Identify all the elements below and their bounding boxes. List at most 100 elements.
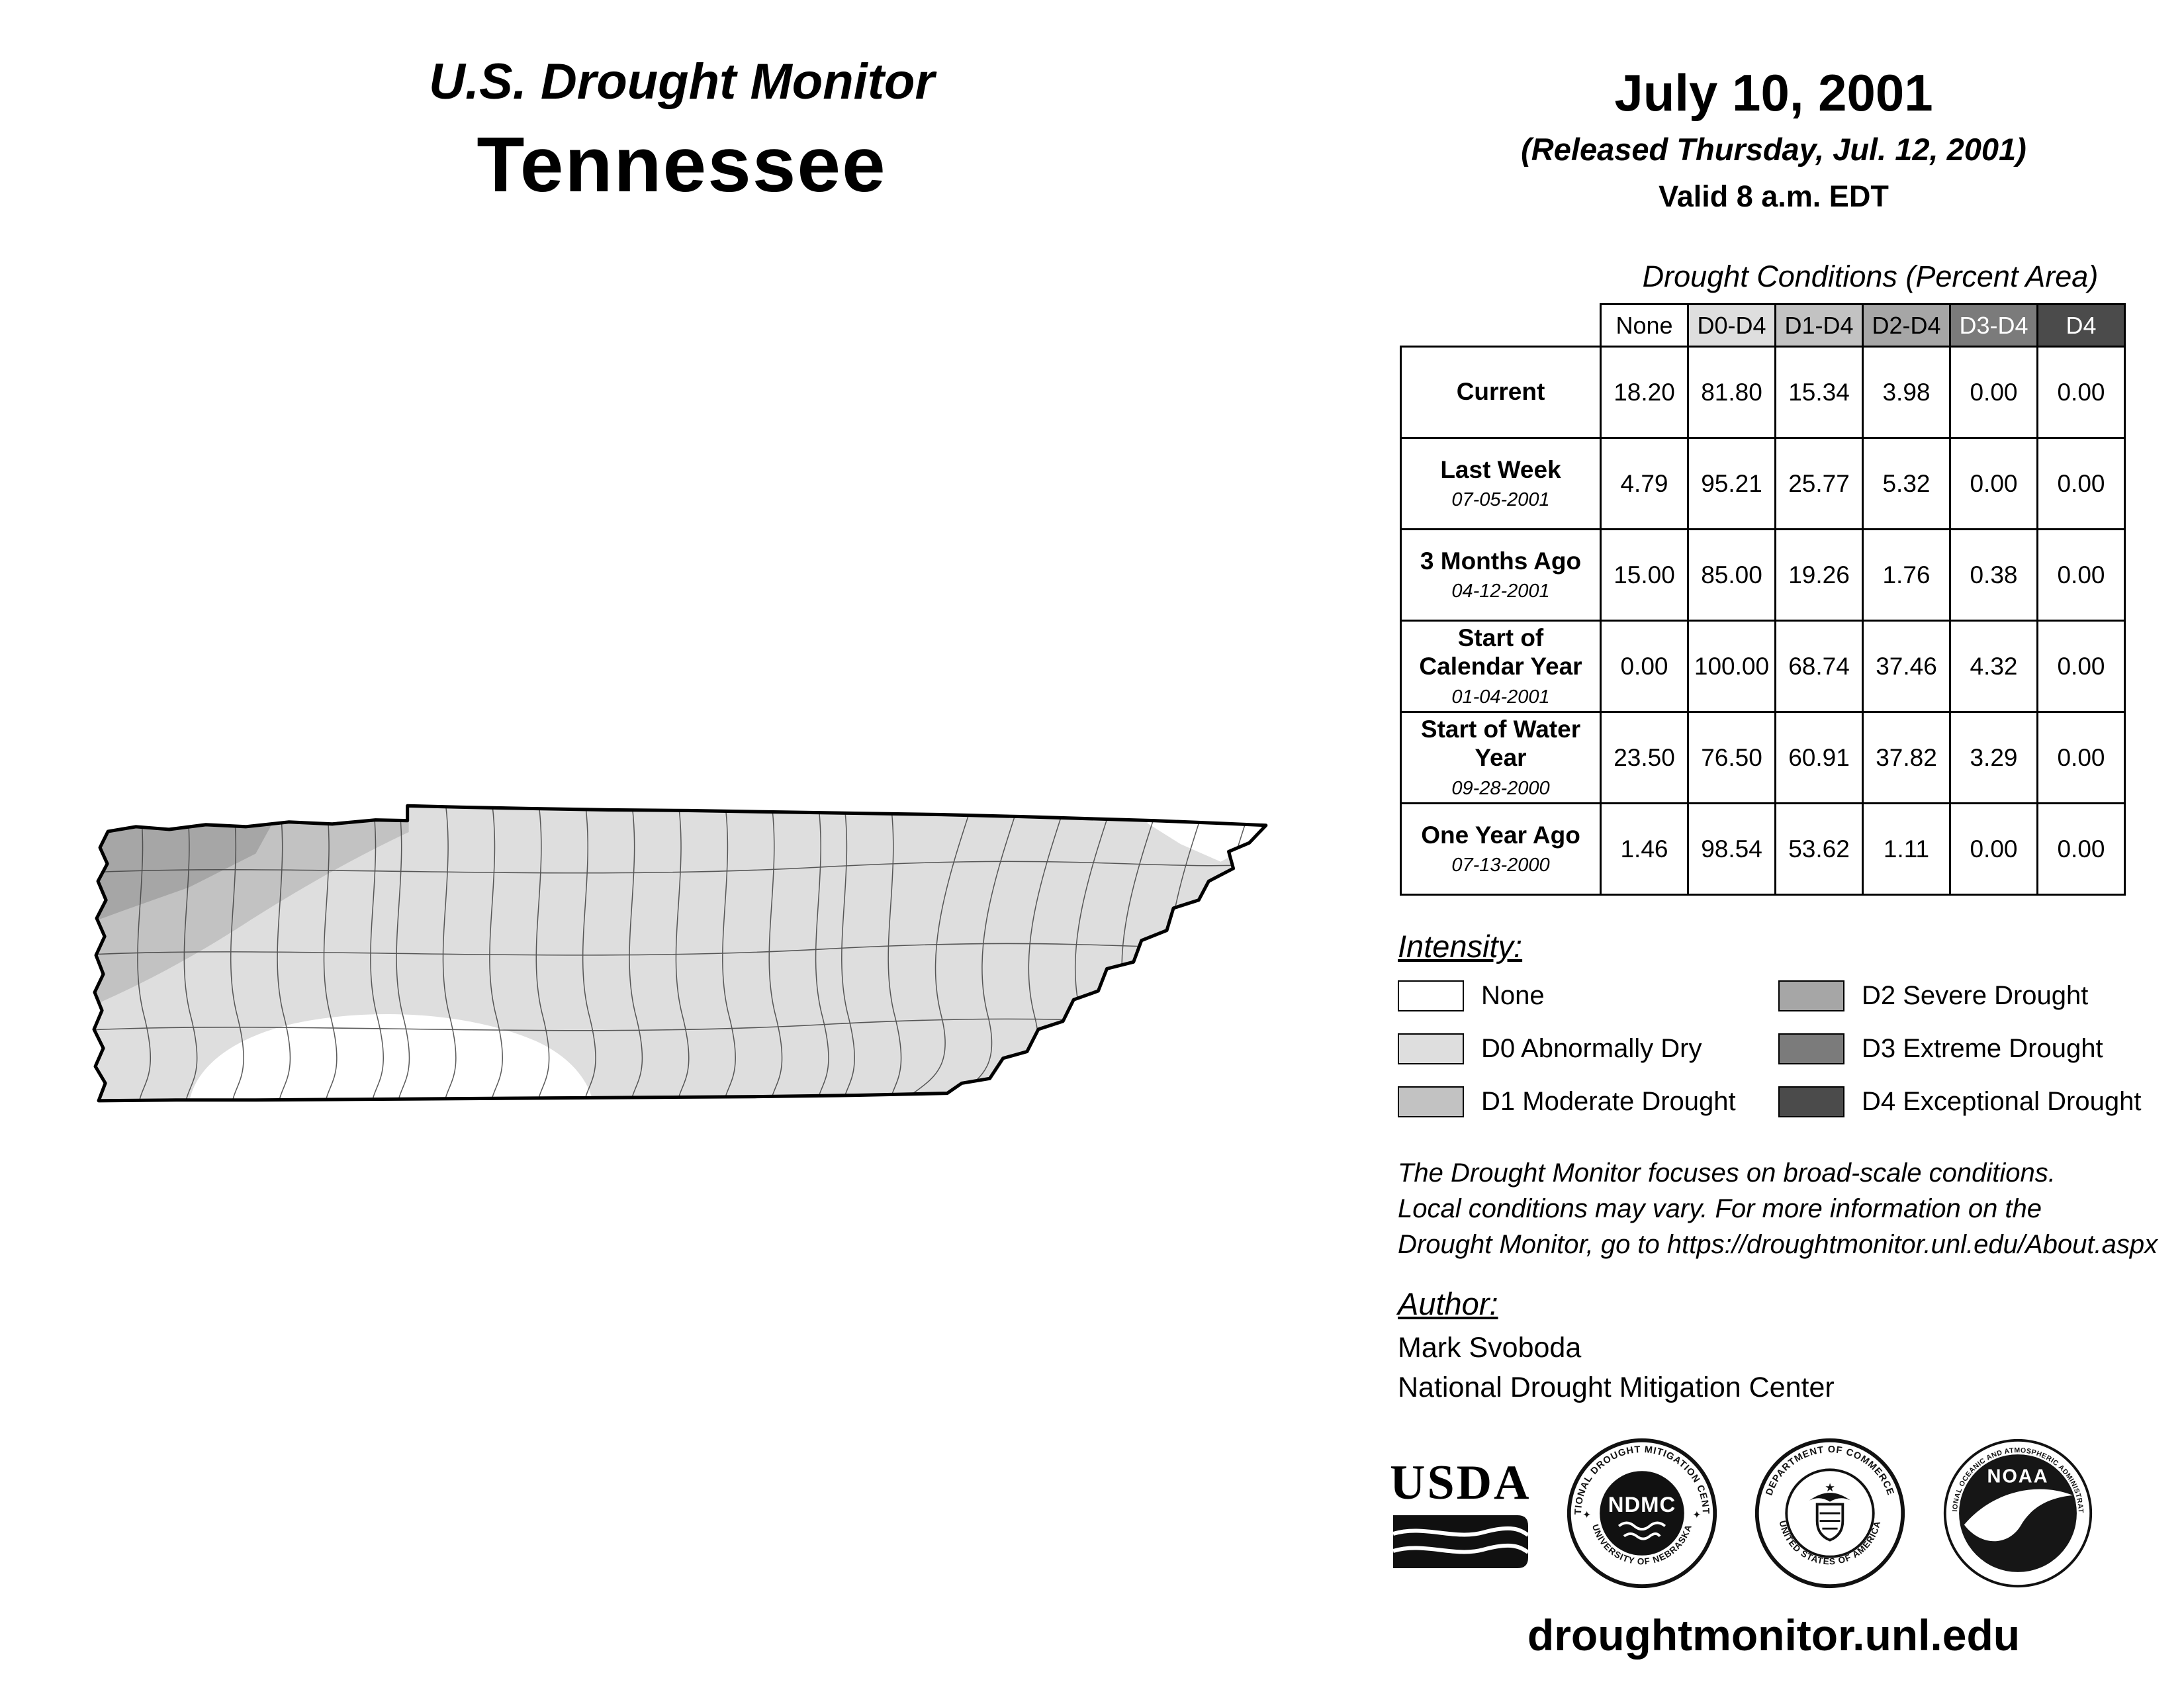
ndmc-wordmark: NDMC [1608, 1492, 1676, 1517]
usda-wordmark: USDA [1390, 1455, 1531, 1510]
cell-value: 37.46 [1862, 620, 1951, 713]
row-header: Current [1400, 346, 1602, 439]
row-date: 07-13-2000 [1451, 855, 1550, 876]
cell-value: 85.00 [1687, 528, 1776, 622]
cell-value: 0.38 [1949, 528, 2038, 622]
legend-label: D0 Abnormally Dry [1481, 1033, 1702, 1063]
d3-swatch [1778, 1033, 1844, 1064]
cell-value: 81.80 [1687, 346, 1776, 439]
none-swatch [1398, 980, 1464, 1011]
disclaimer-line: Local conditions may vary. For more info… [1398, 1194, 2042, 1223]
cell-value: 0.00 [1600, 620, 1689, 713]
disclaimer-line: Drought Monitor, go to https://droughtmo… [1398, 1230, 2158, 1259]
commerce-logo: DEPARTMENT OF COMMERCE UNITED STATES OF … [1755, 1438, 1905, 1589]
row-label: One Year Ago [1421, 821, 1580, 849]
map-none-region-south [189, 1014, 594, 1101]
state-outline [92, 804, 1268, 1103]
ndmc-star-left: ✦ [1583, 1510, 1592, 1521]
cell-value: 23.50 [1600, 711, 1689, 804]
legend-item-d2: D2 Severe Drought [1778, 978, 2141, 1013]
cell-value: 0.00 [1949, 802, 2038, 896]
cell-value: 25.77 [1774, 437, 1864, 530]
noaa-wordmark: NOAA [1987, 1466, 2049, 1487]
row-header: 3 Months Ago 04-12-2001 [1400, 528, 1602, 622]
col-header-d1-d4: D1-D4 [1774, 303, 1864, 348]
ndmc-logo: NATIONAL DROUGHT MITIGATION CENTER UNIVE… [1565, 1436, 1717, 1589]
row-header: One Year Ago 07-13-2000 [1400, 802, 1602, 896]
noaa-logo: NATIONAL OCEANIC AND ATMOSPHERIC ADMINIS… [1941, 1436, 2093, 1588]
noaa-gull-icon [1964, 1489, 2073, 1542]
legend-label: D3 Extreme Drought [1862, 1033, 2103, 1063]
cell-value: 0.00 [2036, 620, 2126, 713]
table-corner-cell [1400, 304, 1601, 347]
table-row-3-months-ago: 3 Months Ago 04-12-2001 15.00 85.00 19.2… [1400, 528, 2126, 622]
cell-value: 4.79 [1600, 437, 1689, 530]
table-row-last-week: Last Week 07-05-2001 4.79 95.21 25.77 5.… [1400, 437, 2126, 530]
map-d2-region [94, 806, 283, 925]
row-header: Last Week 07-05-2001 [1400, 437, 1602, 530]
d4-swatch [1778, 1086, 1844, 1117]
author-heading: Author: [1398, 1286, 1498, 1321]
commerce-eagle-icon: ★ [1809, 1481, 1851, 1542]
legend-item-d1: D1 Moderate Drought [1398, 1084, 1778, 1119]
d1-swatch [1398, 1086, 1464, 1117]
cell-value: 15.00 [1600, 528, 1689, 622]
table-row-start-water-year: Start of Water Year 09-28-2000 23.50 76.… [1400, 711, 2126, 804]
row-label: Start of Water Year [1420, 716, 1581, 771]
state-name: Tennessee [477, 121, 887, 209]
logo-row: USDA NATIONAL DROUGHT MITIGATION CENTER … [1390, 1436, 2095, 1590]
disclaimer: The Drought Monitor focuses on broad-sca… [1398, 1155, 2158, 1262]
d0-swatch [1398, 1033, 1464, 1064]
cell-value: 1.11 [1862, 802, 1951, 896]
intensity-heading: Intensity: [1398, 929, 1523, 964]
table-header-row: None D0-D4 D1-D4 D2-D4 D3-D4 D4 [1400, 303, 2126, 348]
cell-value: 0.00 [2036, 528, 2126, 622]
cell-value: 95.21 [1687, 437, 1776, 530]
col-header-d4: D4 [2036, 303, 2126, 348]
legend-item-d3: D3 Extreme Drought [1778, 1031, 2141, 1066]
cell-value: 5.32 [1862, 437, 1951, 530]
cell-value: 15.34 [1774, 346, 1864, 439]
tennessee-drought-map [89, 793, 1287, 1109]
cell-value: 18.20 [1600, 346, 1689, 439]
tennessee-map-svg [92, 804, 1268, 1103]
date-block: July 10, 2001 (Released Thursday, Jul. 1… [1423, 63, 2124, 214]
cell-value: 68.74 [1774, 620, 1864, 713]
col-header-none: None [1600, 303, 1689, 348]
row-date: 07-05-2001 [1451, 489, 1550, 511]
row-label: 3 Months Ago [1420, 547, 1582, 575]
cell-value: 1.46 [1600, 802, 1689, 896]
legend-item-d4: D4 Exceptional Drought [1778, 1084, 2141, 1119]
cell-value: 60.91 [1774, 711, 1864, 804]
footer-url: droughtmonitor.unl.edu [1527, 1611, 2021, 1660]
usda-logo: USDA [1390, 1455, 1531, 1572]
cell-value: 3.98 [1862, 346, 1951, 439]
row-header: Start of Water Year 09-28-2000 [1400, 711, 1602, 804]
cell-value: 76.50 [1687, 711, 1776, 804]
cell-value: 98.54 [1687, 802, 1776, 896]
row-label: Current [1456, 378, 1545, 406]
title-block: U.S. Drought Monitor Tennessee [218, 53, 1145, 210]
cell-value: 0.00 [2036, 802, 2126, 896]
cell-value: 100.00 [1687, 620, 1776, 713]
col-header-d3-d4: D3-D4 [1949, 303, 2038, 348]
legend-item-none: None [1398, 978, 1778, 1013]
disclaimer-line: The Drought Monitor focuses on broad-sca… [1398, 1158, 2056, 1188]
col-header-d0-d4: D0-D4 [1687, 303, 1776, 348]
released-date: (Released Thursday, Jul. 12, 2001) [1521, 132, 2026, 167]
legend-item-d0: D0 Abnormally Dry [1398, 1031, 1778, 1066]
table-row-one-year-ago: One Year Ago 07-13-2000 1.46 98.54 53.62… [1400, 802, 2126, 896]
row-label: Start of Calendar Year [1419, 624, 1582, 680]
cell-value: 0.00 [1949, 346, 2038, 439]
cell-value: 53.62 [1774, 802, 1864, 896]
cell-value: 0.00 [2036, 346, 2126, 439]
report-date: July 10, 2001 [1614, 64, 1933, 122]
cell-value: 37.82 [1862, 711, 1951, 804]
cell-value: 1.76 [1862, 528, 1951, 622]
intensity-legend: None D0 Abnormally Dry D1 Moderate Droug… [1398, 978, 2141, 1119]
legend-label: D4 Exceptional Drought [1862, 1086, 2142, 1116]
table-caption: Drought Conditions (Percent Area) [1642, 259, 2099, 293]
table-row-current: Current 18.20 81.80 15.34 3.98 0.00 0.00 [1400, 346, 2126, 439]
row-label: Last Week [1440, 455, 1561, 483]
d2-swatch [1778, 980, 1844, 1011]
